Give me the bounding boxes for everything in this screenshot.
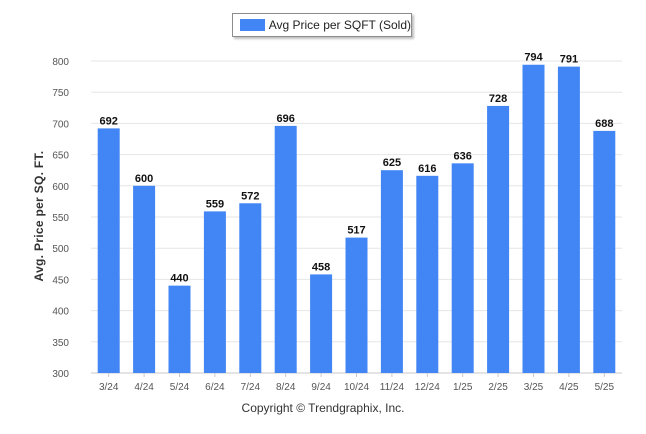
bar [593, 130, 616, 373]
y-tick-label: 800 [52, 57, 69, 68]
x-tick-label: 5/24 [170, 382, 190, 393]
y-tick-label: 650 [52, 151, 69, 162]
y-tick-label: 700 [52, 119, 69, 130]
x-tick-label: 3/25 [524, 382, 544, 393]
x-tick-label: 4/25 [559, 382, 579, 393]
bar [345, 237, 368, 373]
data-label: 791 [560, 54, 578, 66]
y-tick-label: 450 [52, 275, 69, 286]
bar [380, 170, 403, 373]
data-label: 440 [170, 273, 188, 285]
legend-label: Avg Price per SQFT (Sold) [268, 18, 411, 32]
bar [274, 125, 297, 373]
y-tick-label: 400 [52, 307, 69, 318]
bar [310, 274, 333, 373]
data-label: 572 [241, 190, 259, 202]
x-tick-label: 9/24 [311, 382, 331, 393]
data-label: 559 [206, 198, 224, 210]
bar [416, 175, 439, 373]
data-label: 688 [595, 118, 613, 130]
data-label: 517 [347, 225, 365, 237]
data-label: 692 [100, 115, 118, 127]
bar [522, 64, 545, 373]
y-tick-label: 750 [52, 88, 69, 99]
y-axis-label: Avg. Price per SQ. FT. [32, 150, 46, 282]
copyright-text: Copyright © Trendgraphix, Inc. [241, 401, 405, 415]
bar [451, 163, 474, 373]
bar [557, 66, 580, 373]
data-label: 728 [489, 93, 507, 105]
x-tick-label: 3/24 [99, 382, 119, 393]
data-label: 625 [383, 157, 401, 169]
x-tick-label: 6/24 [205, 382, 225, 393]
data-label: 794 [524, 52, 543, 64]
x-tick-label: 1/25 [453, 382, 473, 393]
x-tick-label: 11/24 [380, 382, 405, 393]
y-tick-label: 500 [52, 244, 69, 255]
x-tick-label: 10/24 [344, 382, 369, 393]
bar [168, 285, 191, 373]
x-tick-label: 4/24 [134, 382, 154, 393]
data-label: 458 [312, 261, 330, 273]
y-tick-label: 350 [52, 338, 69, 349]
x-tick-label: 2/25 [488, 382, 508, 393]
bar [97, 128, 120, 373]
legend-swatch [240, 19, 265, 31]
data-label: 636 [454, 150, 472, 162]
y-tick-label: 550 [52, 213, 69, 224]
data-label: 696 [277, 113, 295, 125]
y-tick-label: 600 [52, 182, 69, 193]
legend[interactable]: Avg Price per SQFT (Sold) [232, 13, 412, 37]
x-tick-label: 12/24 [415, 382, 440, 393]
y-tick-label: 300 [52, 369, 69, 380]
data-label: 616 [418, 163, 436, 175]
bar [487, 105, 510, 373]
bar [239, 203, 262, 373]
bar [133, 185, 156, 373]
x-tick-label: 8/24 [276, 382, 296, 393]
x-tick-label: 7/24 [241, 382, 261, 393]
x-tick-label: 5/25 [595, 382, 615, 393]
data-label: 600 [135, 173, 153, 185]
bar [203, 211, 226, 373]
